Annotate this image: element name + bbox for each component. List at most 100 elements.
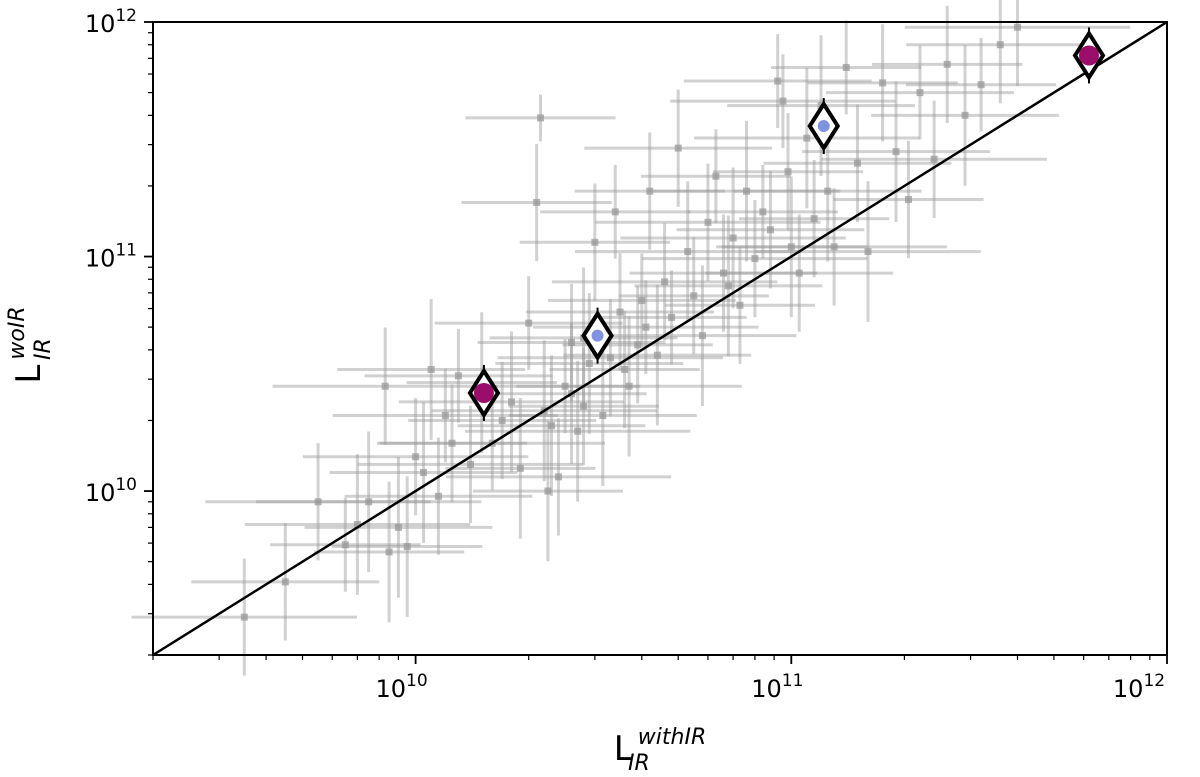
background-marker [448,439,456,447]
background-point [547,253,736,348]
y-tick-exp: 11 [115,241,137,261]
background-marker [759,208,767,216]
background-marker [314,498,322,506]
background-point [270,497,421,592]
background-marker [779,97,787,105]
y-tick-label: 1010 [85,475,137,507]
background-marker [516,464,524,472]
background-point [465,94,616,142]
x-tick-label: 1010 [376,671,428,703]
background-point [549,310,700,429]
background-marker [548,422,556,430]
background-marker [784,168,792,176]
background-point [302,398,529,516]
background-point [191,523,380,641]
background-point [574,132,725,250]
highlight-marker [591,329,604,342]
background-point [738,160,890,278]
background-marker [930,155,938,163]
x-tick-label: 1012 [1113,671,1165,703]
background-marker [638,296,646,304]
background-marker [353,521,361,529]
background-marker [842,63,850,71]
background-point [244,454,471,595]
background-marker [434,492,442,500]
background-point [712,113,864,231]
background-point [584,89,773,207]
background-marker [653,351,661,359]
x-tick-base: 10 [1113,675,1144,703]
background-point [596,270,747,365]
background-marker [916,89,924,97]
background-marker [420,468,428,476]
background-marker [525,319,533,327]
background-point [131,558,358,676]
background-point [489,339,641,434]
highlighted-point [1072,27,1106,84]
y-tick-exp: 10 [115,475,137,495]
background-marker [646,187,654,195]
background-marker [585,359,593,367]
background-point [357,405,584,523]
background-marker [724,282,732,290]
background-marker [621,365,629,373]
background-point [304,457,493,598]
background-marker [704,218,712,226]
background-marker [580,402,588,410]
background-point [205,443,431,561]
background-point [519,183,670,301]
y-tick-base: 10 [85,479,116,507]
background-marker [625,382,633,390]
background-point [905,37,1057,132]
background-marker [599,411,607,419]
background-marker [803,134,811,142]
background-marker [533,198,541,206]
background-marker [427,365,435,373]
background-point [376,384,528,502]
background-marker [498,416,506,424]
background-point [457,355,646,497]
background-point [398,331,625,473]
y-tick-base: 10 [85,10,116,38]
axis-ticks-layer [144,21,1168,664]
plot-frame [152,21,1168,656]
y-tick-label: 1011 [85,241,137,273]
background-marker [403,543,411,551]
background-point [652,120,841,262]
background-point [445,418,672,536]
background-marker [712,172,720,180]
background-marker [720,269,728,277]
background-marker [996,41,1004,49]
background-marker [668,313,676,321]
background-point [332,476,483,617]
background-marker [766,226,774,234]
background-marker [508,398,516,406]
background-marker [454,372,462,380]
background-marker [892,148,900,156]
background-point [904,0,1131,86]
background-marker [561,382,569,390]
background-marker [879,79,887,87]
background-marker [674,144,682,152]
y-tick-base: 10 [85,245,116,273]
background-point [332,368,559,463]
background-point [771,20,922,115]
background-point [683,34,872,128]
x-tick-base: 10 [751,675,782,703]
background-marker [591,238,599,246]
x-tick-exp: 12 [1143,671,1165,691]
background-marker [616,308,624,316]
background-marker [736,301,744,309]
y-axis-label-sub: IR [31,338,56,360]
background-point [721,188,947,306]
background-point [618,237,769,355]
background-marker [684,248,692,256]
background-point [640,129,792,224]
background-marker [1013,23,1021,31]
background-point [255,431,482,573]
background-point [872,5,1023,123]
background-point [608,265,797,406]
y-axis-label: L woIR [5,306,49,383]
background-point [821,100,1047,218]
background-point [472,420,624,562]
